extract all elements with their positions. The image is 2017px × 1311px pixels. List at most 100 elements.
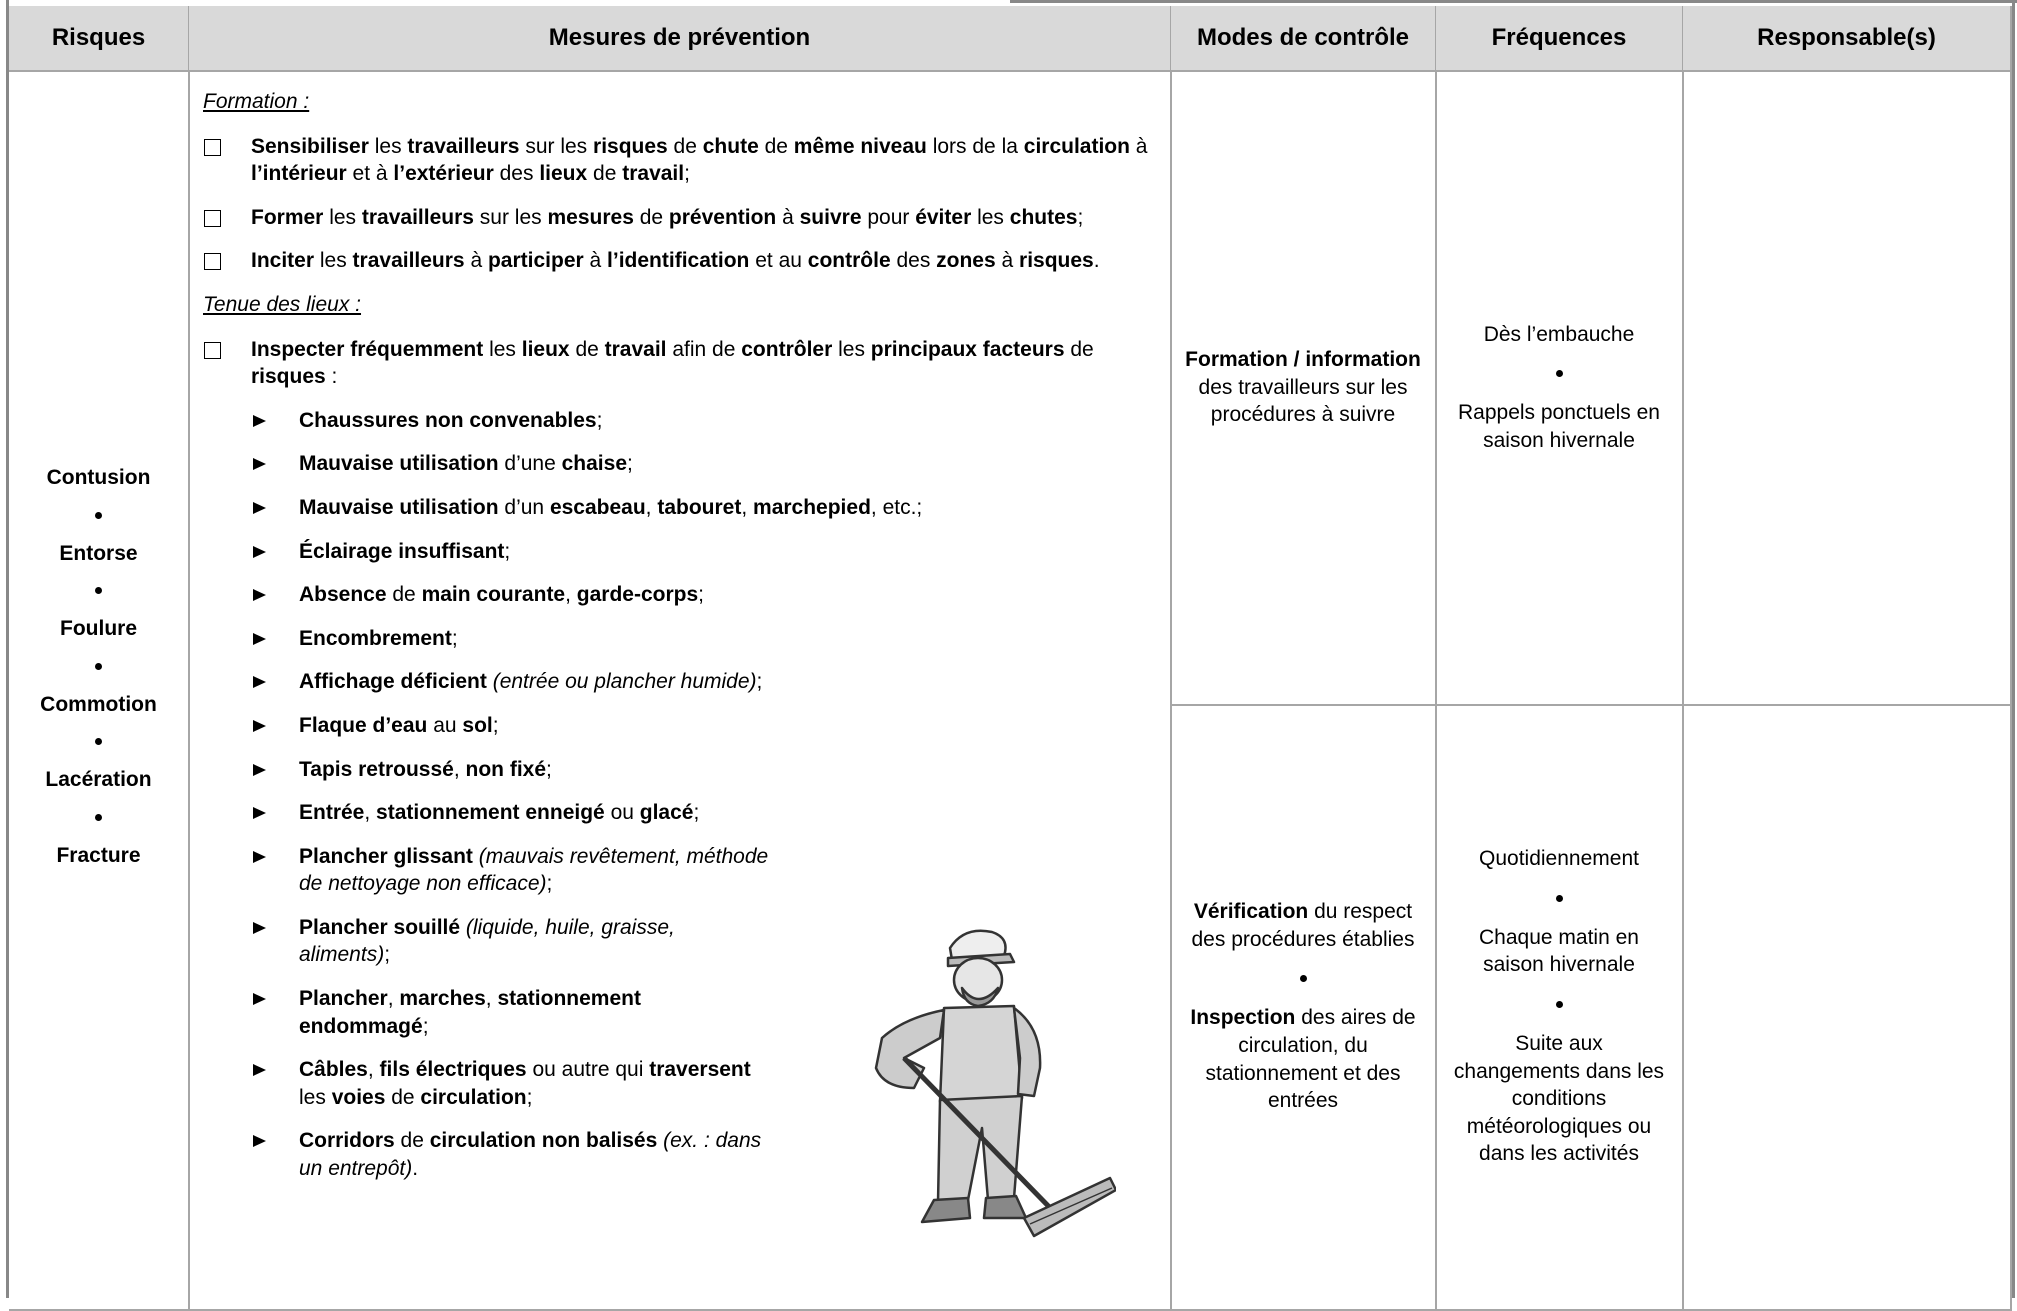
text-run: l’extérieur <box>393 162 494 186</box>
control-text: Formation / information des travailleurs… <box>1185 346 1421 429</box>
responsible-cell <box>1683 704 2012 1311</box>
sub-item: Éclairage insuffisant; <box>203 538 1150 566</box>
arrow-bullet <box>253 501 266 514</box>
bullet <box>1299 975 1307 983</box>
text-run: Inciter <box>251 249 315 273</box>
text-run: des travailleurs sur les procédures à su… <box>1198 375 1408 427</box>
sub-item: Entrée, stationnement enneigé ou glacé; <box>203 799 1150 827</box>
text-run: Inspecter fréquemment <box>251 337 484 361</box>
text-run: chutes <box>1009 205 1078 229</box>
text-run: garde-corps <box>576 583 699 607</box>
text-run: du respect des procédures établies <box>1191 900 1415 951</box>
risk: Contusion <box>46 466 151 489</box>
text-run: de <box>758 134 794 158</box>
checklist-item: Inciter les travailleurs à participer à … <box>203 247 1150 275</box>
text-run: risques <box>251 365 326 389</box>
text-run: circulation <box>1023 134 1130 158</box>
text-run: sur les <box>519 134 594 158</box>
sub-item: Tapis retroussé, non fixé; <box>203 756 1150 784</box>
checklist-item: Sensibiliser les travailleurs sur les ri… <box>203 133 1150 188</box>
bullet <box>95 813 102 821</box>
text-run: de <box>1064 337 1094 361</box>
text-run: , <box>645 495 658 519</box>
arrow-bullet <box>253 458 266 471</box>
text-run: Plancher glissant <box>299 844 473 868</box>
bullet <box>1555 1000 1563 1008</box>
sub-item: Plancher, marches, stationnement endomma… <box>203 985 769 1040</box>
text-run: les <box>368 134 408 158</box>
sub-item: Absence de main courante, garde-corps; <box>203 581 1150 609</box>
text-run: lieux <box>521 337 570 361</box>
text-run: Éclairage insuffisant <box>299 539 505 563</box>
checkbox <box>204 341 221 359</box>
text-run: ; <box>756 670 763 694</box>
text-run: à <box>995 249 1020 273</box>
responsible-cell <box>1683 71 2012 706</box>
text-run: contrôle <box>807 249 891 273</box>
checklist-item: Inspecter fréquemment les lieux de trava… <box>203 336 1150 391</box>
text-run: main courante <box>421 583 566 607</box>
sub-item: Chaussures non convenables; <box>203 407 1150 435</box>
text-run: . <box>1093 249 1100 273</box>
text-run: ; <box>1077 205 1084 229</box>
text-run: Vérification <box>1193 900 1309 924</box>
text-run: Flaque d’eau <box>299 713 428 737</box>
text-run: , <box>485 987 498 1011</box>
text-run: : <box>325 365 338 389</box>
text-run: des <box>493 162 540 186</box>
text-run: ; <box>596 408 603 432</box>
sub-item: Corridors de circulation non balisés (ex… <box>203 1127 769 1182</box>
text-run: glacé <box>639 801 694 825</box>
text-run: (entrée ou plancher humide) <box>486 670 757 694</box>
bullet <box>95 511 102 519</box>
control-text: Inspection des aires de circulation, du … <box>1185 1004 1421 1114</box>
text-run: l’intérieur <box>251 162 347 186</box>
arrow-bullet <box>253 676 266 689</box>
text-run: principaux facteurs <box>870 337 1065 361</box>
text-run: escabeau <box>549 495 646 519</box>
frequency-text: Dès l’embauche <box>1483 322 1635 346</box>
risk: Fracture <box>56 843 141 867</box>
text-run: Mauvaise utilisation <box>299 452 499 476</box>
text-run: , <box>367 1058 380 1082</box>
text-run: marchepied <box>753 495 871 519</box>
frequency-cell: Dès l’embauche Rappels ponctuels en saiso… <box>1436 71 1684 706</box>
text-run: travailleurs <box>361 205 474 229</box>
text-run: de <box>386 583 422 607</box>
frequency-text: Chaque matin en saison hivernale <box>1479 925 1639 977</box>
arrow-bullet <box>253 589 266 602</box>
text-run: d’un <box>498 495 550 519</box>
risk: Lacération <box>45 768 152 792</box>
sub-item: Plancher souillé (liquide, huile, graiss… <box>203 914 769 969</box>
text-run: pour <box>861 205 916 229</box>
header-cell: Risques <box>9 6 190 72</box>
text-run: Inspection <box>1190 1006 1296 1030</box>
control-text: Vérification du respect des procédures é… <box>1185 898 1421 953</box>
text-run: zones <box>936 249 996 273</box>
text-run: à <box>1129 134 1148 158</box>
section-heading: Tenue des lieux : <box>203 292 362 316</box>
item-text: Former les travailleurs sur les mesures … <box>251 204 1150 232</box>
text-run: fils électriques <box>379 1058 527 1082</box>
text-run: Affichage déficient <box>299 670 487 694</box>
section-heading: Formation : <box>203 90 310 113</box>
text-run: à <box>776 205 800 229</box>
text-run: ; <box>693 801 700 825</box>
text-run: travail <box>622 162 685 186</box>
text-run: les <box>971 205 1010 229</box>
sub-item: Affichage déficient (entrée ou plancher … <box>203 668 1150 696</box>
text-run: même niveau <box>793 134 927 158</box>
checkbox <box>204 253 221 271</box>
text-run: Formation / information <box>1185 348 1421 372</box>
header-cell: Mesures de prévention <box>189 6 1172 72</box>
bullet <box>95 738 102 746</box>
text-run: chaise <box>561 452 628 476</box>
control-cell: Vérification du respect des procédures é… <box>1171 704 1437 1311</box>
text-run: (mauvais revêtement, méthode de nettoyag… <box>299 844 769 896</box>
header-cell: Modes de contrôle <box>1171 6 1437 72</box>
bullet <box>95 662 102 670</box>
text-run: voies <box>331 1085 386 1109</box>
text-run: (liquide, huile, graisse, aliments) <box>299 915 675 967</box>
sub-list: Chaussures non convenables; Mauvaise util… <box>203 407 1150 1183</box>
header-cell: Responsable(s) <box>1683 6 2012 72</box>
